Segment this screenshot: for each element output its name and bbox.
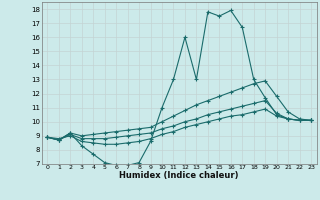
- X-axis label: Humidex (Indice chaleur): Humidex (Indice chaleur): [119, 171, 239, 180]
